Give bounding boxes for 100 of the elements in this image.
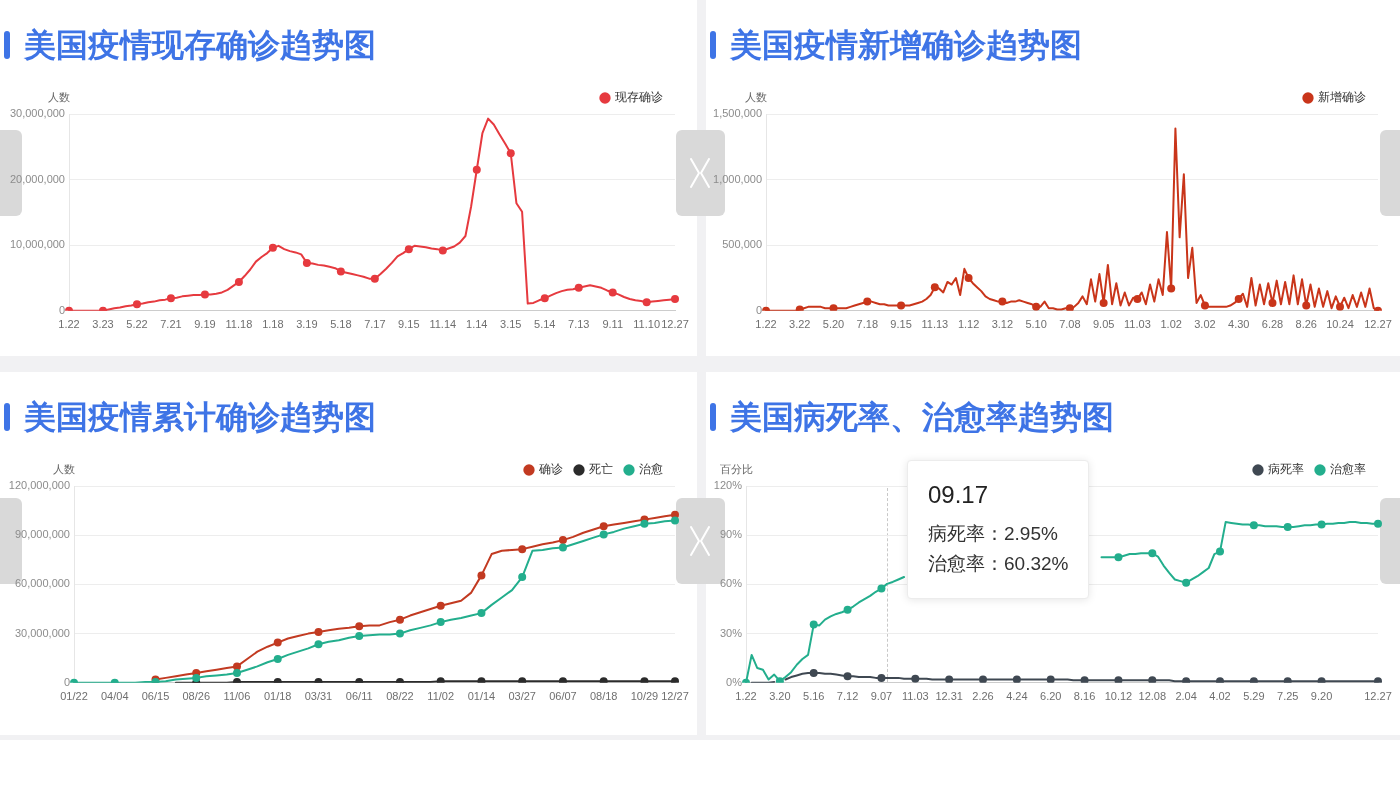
x-tick-label: 1.18 [262,318,284,331]
x-tick-label: 7.17 [364,318,386,331]
y-tick-label: 0% [726,675,743,688]
y-axis-title: 百分比 [719,463,753,476]
x-tick-label: 06/15 [141,690,170,703]
x-tick-label: 12.27 [661,318,689,331]
y-tick-label: 60,000,000 [14,577,70,590]
x-tick-label: 11.14 [429,318,457,331]
y-tick-label: 30,000,000 [9,107,65,120]
x-tick-label: 12.08 [1138,690,1167,703]
legend-label: 新增确诊 [1318,90,1366,105]
x-tick-label: 03/27 [508,690,536,703]
x-tick-label: 03/31 [304,690,333,703]
x-tick-label: 7.18 [856,318,879,331]
x-tick-label: 1.12 [957,318,980,331]
y-tick-label: 20,000,000 [9,172,65,185]
x-tick-label: 10.24 [1326,318,1354,331]
x-tick-label: 11.18 [225,318,253,331]
x-tick-label: 4.24 [1006,690,1028,703]
x-tick-label: 1.22 [58,318,80,331]
y-tick-label: 120,000,000 [8,479,70,492]
x-tick-label: 5.20 [822,318,845,331]
x-tick-label: 7.08 [1059,318,1081,331]
x-tick-label: 1.02 [1160,318,1182,331]
x-tick-label: 2.26 [972,690,994,703]
x-tick-label: 2.04 [1175,690,1197,703]
x-tick-label: 3.22 [789,318,811,331]
x-tick-label: 08/26 [182,690,210,703]
y-tick-label: 60% [719,577,743,590]
legend-label: 确诊 [538,462,563,477]
x-tick-label: 10.12 [1104,690,1133,703]
x-tick-label: 4.02 [1209,690,1231,703]
y-tick-label: 500,000 [722,238,762,251]
chart-title: 美国疫情现存确诊趋势图 [24,26,376,64]
y-axis-title: 人数 [745,91,767,104]
y-tick-label: 30% [719,626,743,639]
y-tick-label: 0 [58,303,65,316]
x-tick-label: 11.03 [1124,318,1151,331]
x-tick-label: 06/11 [345,690,373,703]
x-tick-label: 8.26 [1295,318,1317,331]
y-tick-label: 90% [719,528,743,541]
y-tick-label: 0 [755,303,762,316]
tooltip: 09.17 病死率：2.95% 治愈率：60.32% [907,460,1090,599]
x-tick-label: 11.10 [633,318,661,331]
y-tick-label: 10,000,000 [9,238,65,251]
y-tick-label: 0 [63,675,70,688]
legend-label: 治愈率 [1330,462,1366,477]
x-tick-label: 11.03 [901,690,929,703]
x-tick-label: 12.27 [1364,690,1392,703]
y-tick-label: 1,000,000 [713,172,762,185]
annotation: 治愈率：60.32% [928,552,1069,576]
x-tick-label: 3.20 [769,690,791,703]
x-tick-label: 06/07 [549,690,577,703]
x-tick-label: 11/02 [427,690,455,703]
x-tick-label: 5.18 [330,318,352,331]
legend-label: 现存确诊 [615,90,663,105]
x-tick-label: 6.20 [1040,690,1062,703]
x-tick-label: 7.21 [160,318,182,331]
x-tick-label: 9.15 [890,318,912,331]
annotation: 病死率：2.95% [928,522,1059,546]
legend-label: 病死率 [1268,462,1304,477]
x-tick-label: 7.12 [836,690,859,703]
x-tick-label: 01/14 [467,690,496,703]
x-tick-label: 10/29 [630,690,659,703]
x-tick-label: 08/18 [589,690,618,703]
x-tick-label: 8.16 [1073,690,1096,703]
x-tick-label: 01/22 [60,690,88,703]
y-tick-label: 1,500,000 [713,107,762,120]
annotation: 09.17 [928,480,990,510]
x-tick-label: 3.19 [296,318,318,331]
x-tick-label: 12.27 [1364,318,1392,331]
x-tick-label: 12/27 [661,690,689,703]
x-tick-label: 9.15 [398,318,420,331]
x-tick-label: 9.05 [1092,318,1115,331]
x-tick-label: 3.15 [500,318,522,331]
x-tick-label: 1.14 [466,318,488,331]
x-tick-label: 04/04 [100,690,129,703]
x-tick-label: 9.20 [1310,690,1333,703]
y-axis-title: 人数 [48,91,70,104]
x-tick-label: 3.23 [92,318,114,331]
x-tick-label: 5.16 [803,690,825,703]
x-tick-label: 9.07 [870,690,893,703]
chart-title: 美国疫情新增确诊趋势图 [730,26,1082,64]
chart-title: 美国病死率、治愈率趋势图 [730,398,1114,436]
x-tick-label: 11/06 [223,690,251,703]
x-tick-label: 3.12 [991,318,1014,331]
x-tick-label: 7.13 [568,318,590,331]
x-tick-label: 9.19 [194,318,216,331]
x-tick-label: 1.22 [755,318,777,331]
x-tick-label: 01/18 [263,690,292,703]
x-tick-label: 6.28 [1261,318,1284,331]
x-tick-label: 4.30 [1228,318,1250,331]
x-tick-label: 1.22 [735,690,757,703]
x-tick-label: 5.14 [534,318,556,331]
y-axis-title: 人数 [53,463,75,476]
x-tick-label: 3.02 [1194,318,1216,331]
x-tick-label: 08/22 [386,690,414,703]
y-tick-label: 90,000,000 [14,528,70,541]
y-tick-label: 120% [713,479,743,492]
x-tick-label: 5.29 [1243,690,1265,703]
